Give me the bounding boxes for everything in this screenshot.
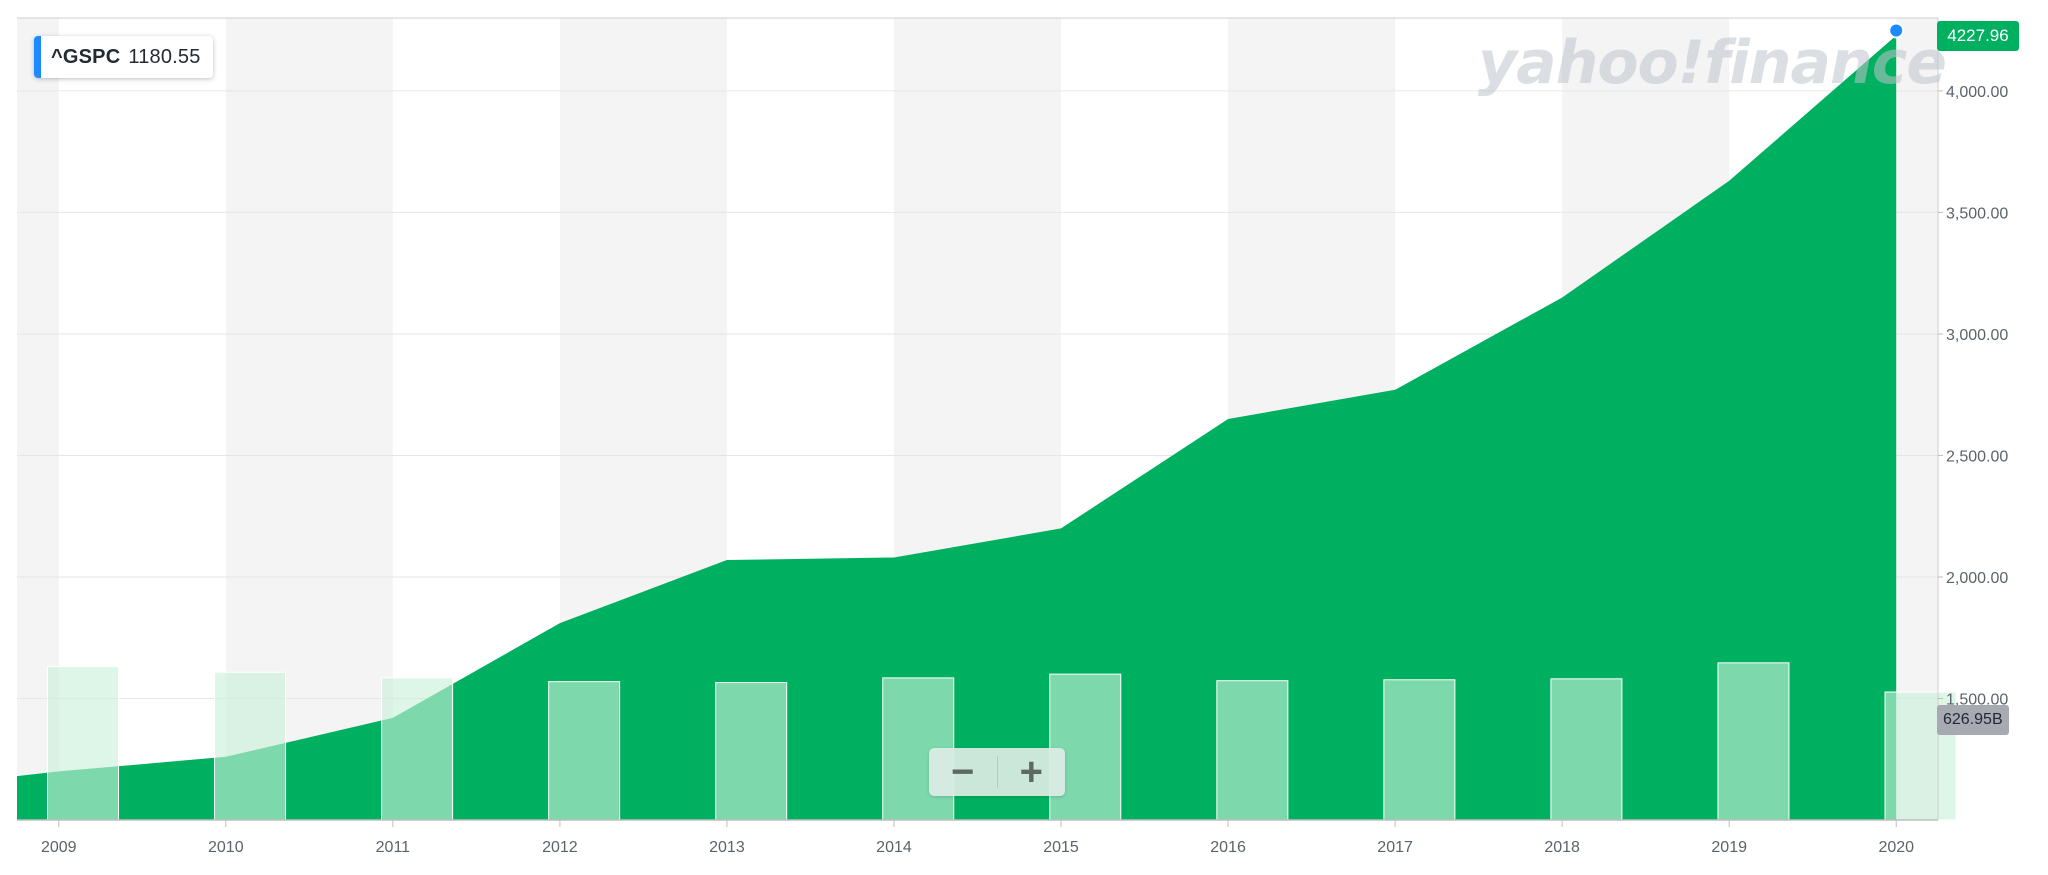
ticker-value: 1180.55 — [128, 45, 201, 68]
price-area — [17, 35, 1897, 820]
volume-bar — [214, 671, 287, 821]
x-tick-label: 2014 — [876, 839, 912, 856]
x-tick-label: 2009 — [41, 839, 77, 856]
x-tick-label: 2020 — [1878, 839, 1914, 856]
x-tick-label: 2018 — [1544, 839, 1580, 856]
volume-bar — [1216, 680, 1289, 821]
x-tick-label: 2017 — [1377, 839, 1413, 856]
volume-bar — [47, 666, 120, 821]
ticker-accent-bar — [34, 36, 41, 78]
year-band — [1896, 18, 1938, 820]
y-tick-label: 2,500.00 — [1946, 448, 2008, 465]
volume-bar — [1550, 678, 1623, 821]
volume-bar — [715, 682, 788, 821]
zoom-out-button[interactable]: − — [951, 750, 975, 794]
last-point-marker — [1888, 22, 1905, 39]
x-tick-label: 2010 — [208, 839, 244, 856]
ticker-label: ^GSPC 1180.55 — [34, 36, 213, 78]
x-tick-label: 2015 — [1043, 839, 1079, 856]
x-tick-label: 2011 — [376, 839, 411, 856]
last-volume-badge: 626.95B — [1937, 705, 2009, 735]
zoom-control: − + — [929, 748, 1065, 796]
last-price-badge: 4227.96 — [1937, 21, 2019, 51]
x-tick-label: 2012 — [542, 839, 578, 856]
zoom-in-button[interactable]: + — [1019, 750, 1043, 794]
volume-bar — [1717, 662, 1790, 821]
ticker-symbol: ^GSPC — [51, 45, 121, 68]
yahoo-finance-watermark: yahoo!finance — [1478, 28, 1947, 98]
volume-bar — [548, 681, 621, 821]
y-tick-label: 2,000.00 — [1946, 570, 2008, 587]
y-tick-label: 4,000.00 — [1946, 84, 2008, 101]
x-tick-label: 2016 — [1210, 839, 1246, 856]
x-tick-label: 2013 — [709, 839, 745, 856]
x-tick-label: 2019 — [1711, 839, 1747, 856]
volume-bar — [381, 677, 454, 821]
y-tick-label: 1,500.00 — [1946, 691, 2008, 708]
volume-bar — [1383, 679, 1456, 821]
zoom-divider — [996, 756, 998, 788]
y-tick-label: 3,000.00 — [1946, 327, 2008, 344]
y-tick-label: 3,500.00 — [1946, 205, 2008, 222]
